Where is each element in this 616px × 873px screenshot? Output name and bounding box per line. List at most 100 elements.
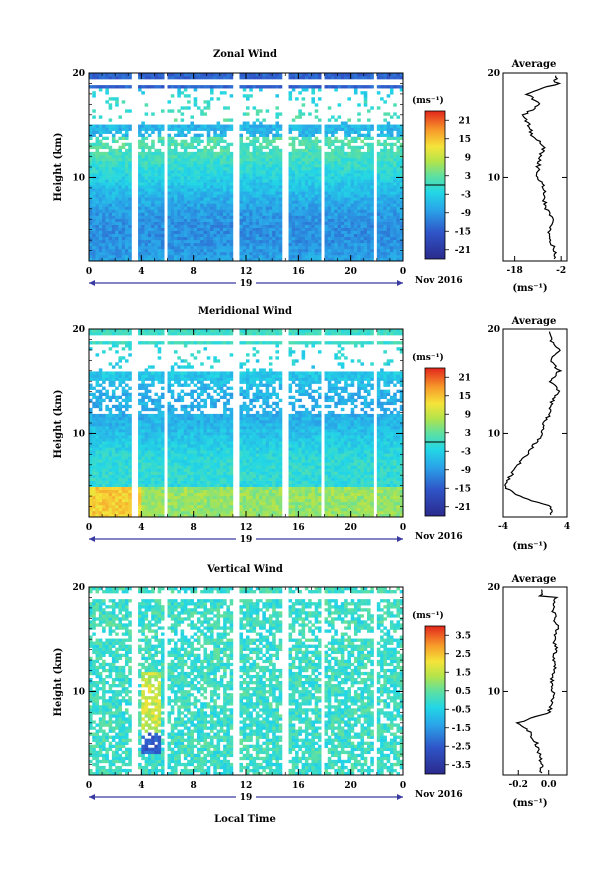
heatmap-cell (353, 179, 358, 183)
heatmap-cell (111, 236, 116, 241)
heatmap-cell (213, 191, 217, 195)
heatmap-cell (265, 176, 270, 180)
heatmap-cell (190, 206, 194, 210)
heatmap-cell (367, 157, 371, 162)
heatmap-cell (239, 136, 244, 141)
heatmap-cell (98, 471, 103, 475)
heatmap-cell (144, 224, 149, 228)
heatmap-cell (360, 221, 365, 225)
heatmap-cell (111, 413, 116, 418)
heatmap-cell (115, 257, 119, 262)
heatmap-cell (167, 176, 172, 180)
heatmap-cell (154, 248, 158, 253)
heatmap-cell (360, 206, 365, 210)
heatmap-cell (265, 200, 270, 204)
heatmap-cell (344, 76, 348, 80)
heatmap-cell (92, 416, 96, 421)
heatmap-cell (89, 419, 93, 424)
heatmap-cell (108, 200, 113, 204)
heatmap-cell (259, 215, 263, 219)
heatmap-cell (386, 76, 391, 80)
heatmap-cell (183, 251, 188, 256)
heatmap-cell (128, 398, 132, 403)
heatmap-cell (203, 203, 208, 207)
heatmap-cell (272, 170, 276, 174)
heatmap-cell (128, 377, 132, 381)
heatmap-cell (246, 94, 250, 98)
heatmap-cell (324, 154, 329, 159)
heatmap-cell (151, 142, 155, 147)
heatmap-cell (128, 248, 132, 253)
heatmap-cell (115, 224, 119, 228)
heatmap-cell (203, 236, 208, 241)
heatmap-cell (229, 127, 234, 131)
heatmap-cell (298, 167, 302, 171)
heatmap-cell (98, 486, 103, 491)
heatmap-cell (138, 160, 142, 165)
heatmap-cell (334, 182, 338, 186)
heatmap-cell (301, 176, 306, 180)
heatmap-cell (295, 97, 299, 101)
heatmap-cell (255, 227, 260, 231)
heatmap-cell (206, 194, 211, 198)
heatmap-cell (98, 468, 103, 472)
heatmap-cell (138, 206, 142, 210)
heatmap-cell (138, 474, 142, 478)
heatmap-cell (95, 441, 100, 445)
heatmap-cell (380, 167, 384, 171)
heatmap-cell (246, 251, 250, 256)
heatmap-cell (124, 423, 129, 427)
heatmap-cell (291, 170, 296, 174)
heatmap-cell (118, 167, 123, 171)
heatmap-cell (327, 203, 332, 207)
heatmap-cell (239, 73, 244, 77)
heatmap-cell (157, 236, 162, 241)
heatmap-cell (151, 254, 155, 259)
heatmap-cell (144, 157, 149, 162)
heatmap-cell (170, 215, 175, 219)
heatmap-cell (304, 242, 309, 247)
heatmap-cell (111, 416, 116, 421)
heatmap-cell (89, 185, 93, 189)
heatmap-cell (183, 236, 188, 241)
heatmap-cell (118, 450, 123, 454)
average-y-tick-label: 10 (487, 173, 500, 183)
heatmap-cell (288, 203, 293, 207)
heatmap-cell (138, 462, 142, 466)
heatmap-cell (380, 130, 384, 134)
heatmap-cell (344, 236, 348, 241)
heatmap-cell (370, 206, 374, 210)
heatmap-cell (144, 245, 149, 250)
heatmap-cell (278, 73, 283, 77)
heatmap-cell (249, 215, 253, 219)
heatmap-cell (308, 167, 312, 171)
heatmap-cell (216, 167, 221, 171)
heatmap-cell (102, 432, 106, 436)
heatmap-cell (108, 377, 113, 381)
heatmap-cell (347, 151, 351, 156)
heatmap-cell (275, 170, 280, 174)
heatmap-cell (219, 176, 224, 180)
heatmap-cell (105, 483, 109, 487)
heatmap-cell (95, 404, 100, 409)
heatmap-cell (393, 239, 397, 244)
heatmap-cell (95, 127, 100, 131)
heatmap-cell (396, 224, 401, 228)
heatmap-cell (92, 188, 96, 192)
heatmap-cell (95, 377, 100, 381)
heatmap-cell (317, 160, 322, 165)
heatmap-cell (249, 173, 253, 177)
heatmap-cell (128, 480, 132, 484)
heatmap-cell (98, 139, 103, 144)
heatmap-cell (301, 245, 306, 250)
heatmap-cell (124, 173, 129, 177)
heatmap-cell (95, 182, 100, 186)
heatmap-cell (111, 248, 116, 253)
heatmap-cell (170, 245, 175, 250)
heatmap-cell (331, 160, 335, 165)
heatmap-cell (180, 145, 185, 150)
heatmap-cell (193, 182, 198, 186)
heatmap-cell (124, 194, 129, 198)
heatmap-cell (102, 251, 106, 256)
heatmap-cell (98, 127, 103, 131)
